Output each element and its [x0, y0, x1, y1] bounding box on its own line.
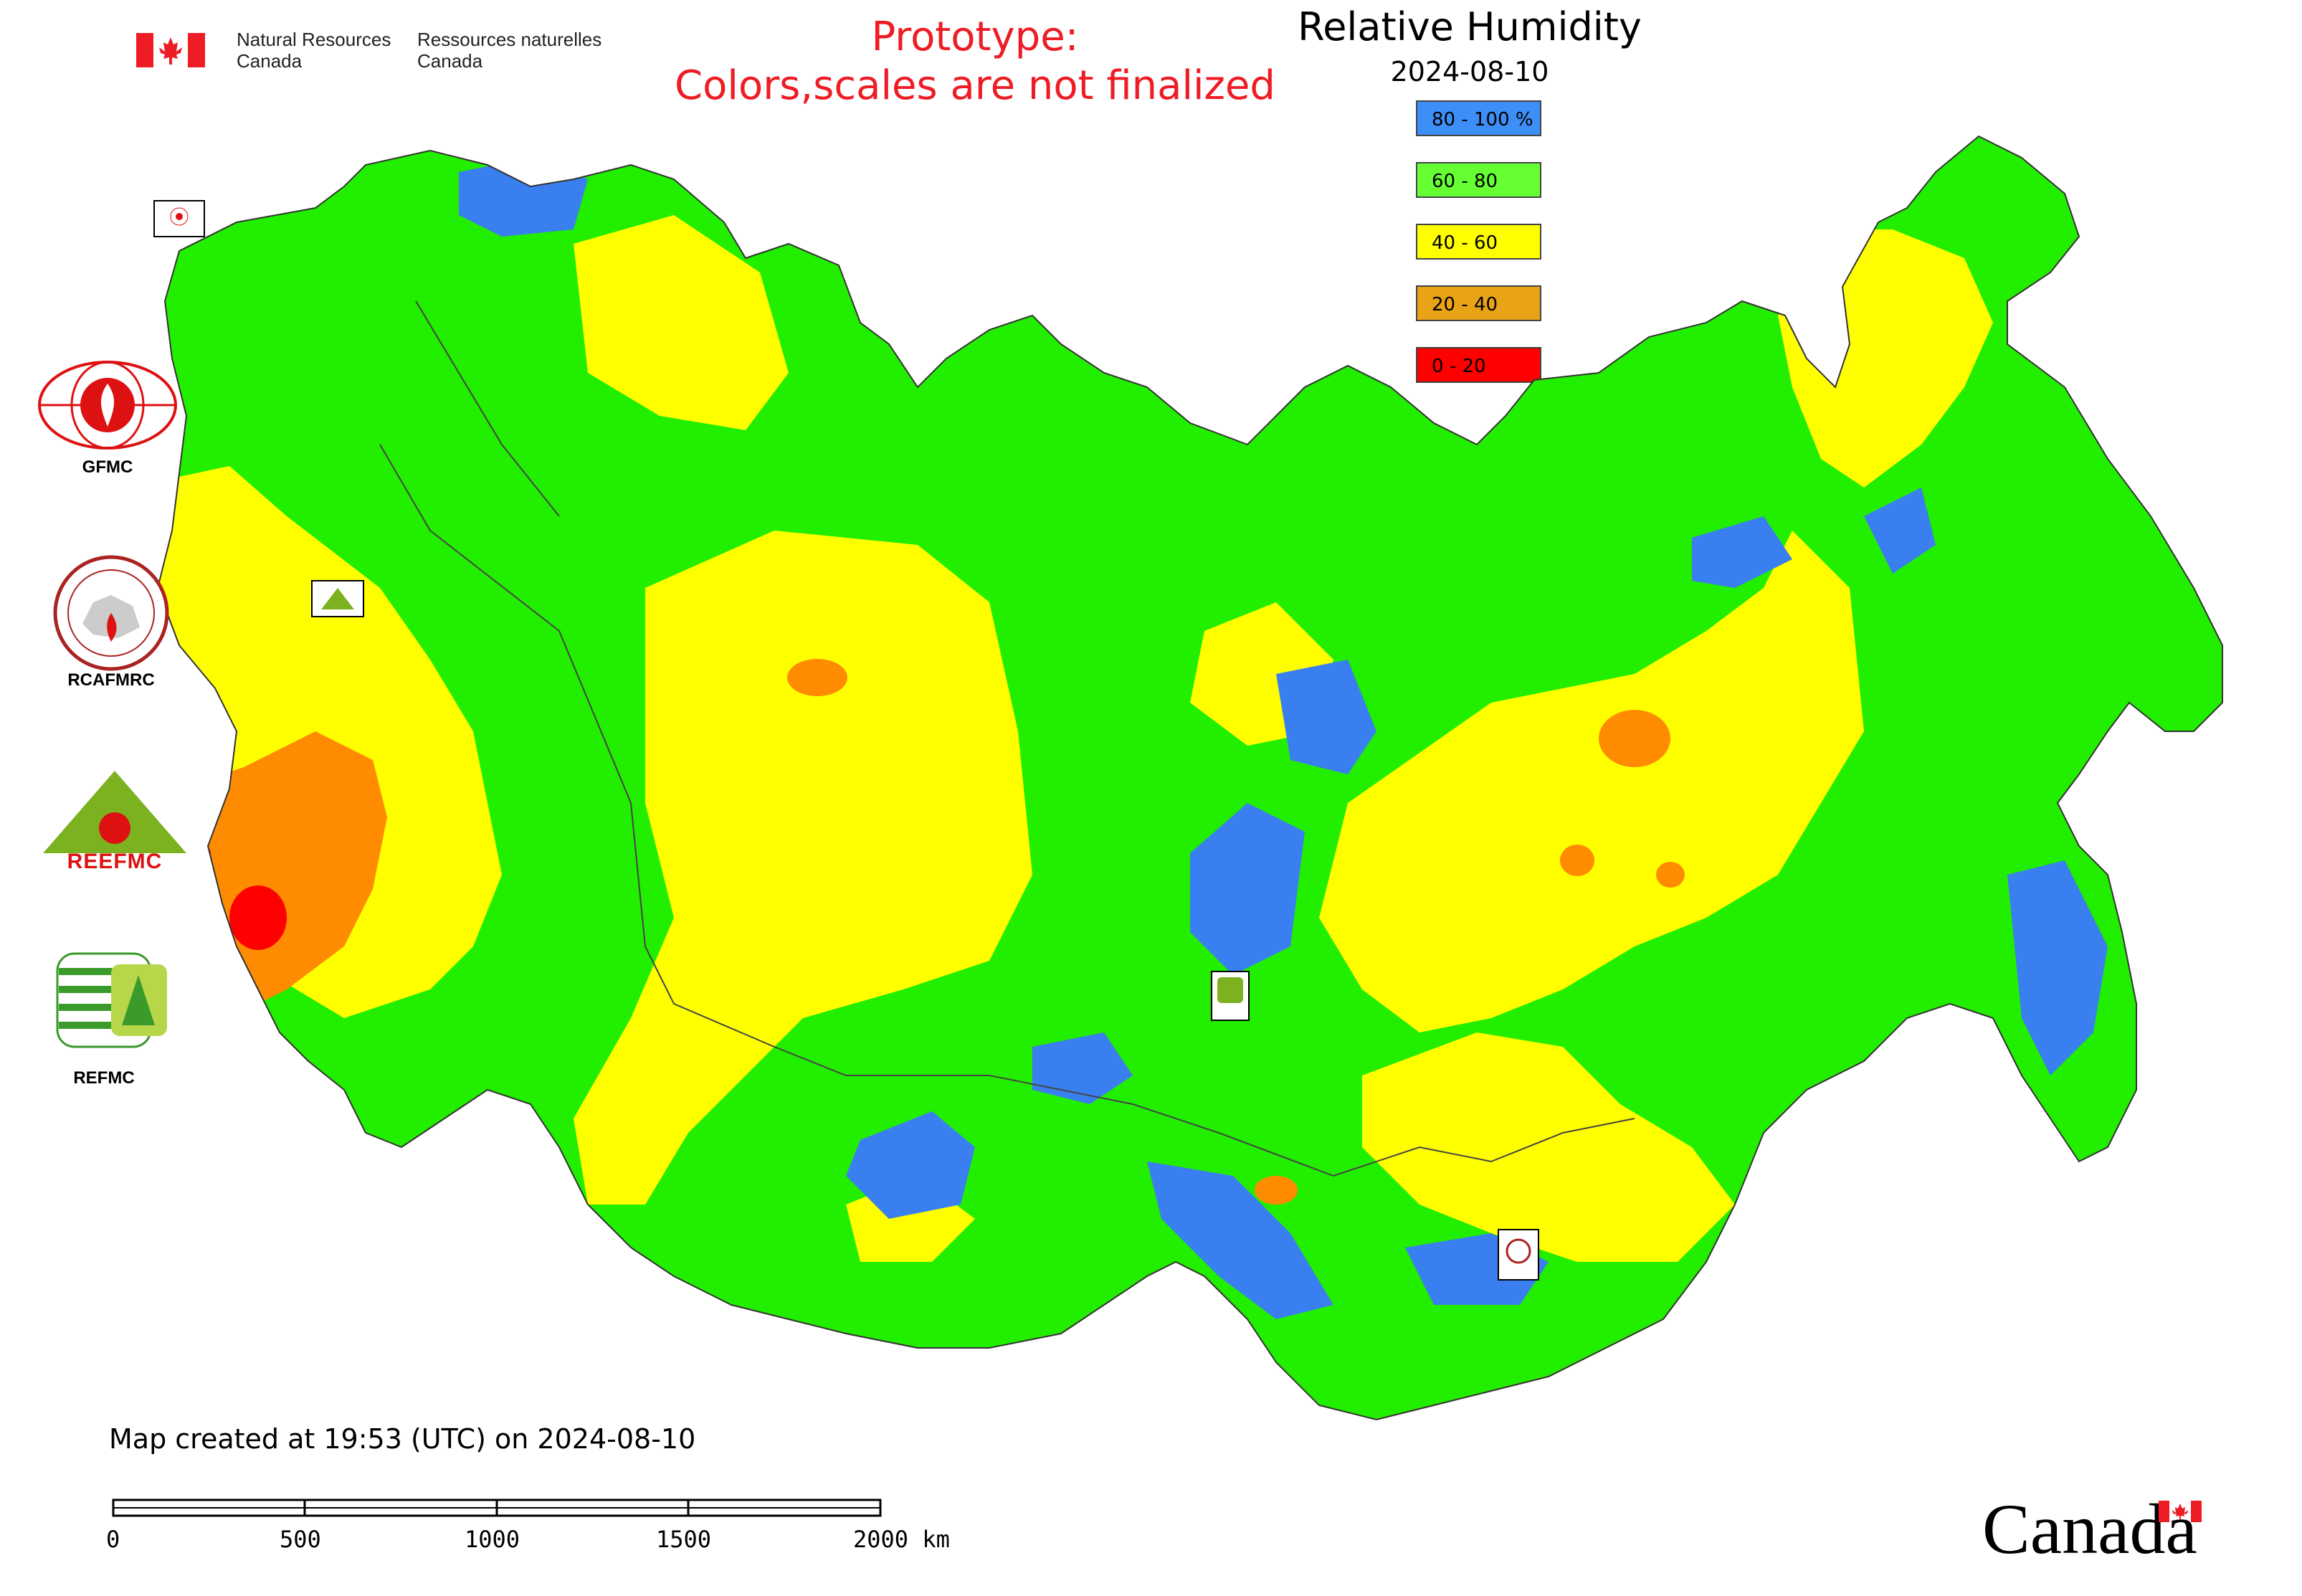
- rcafmrc-marker[interactable]: [1498, 1229, 1539, 1281]
- org-name-fr: Ressources naturelles Canada: [417, 29, 602, 72]
- prototype-notice: Prototype: Colors,scales are not finaliz…: [675, 14, 1275, 109]
- scale-tick-2000: 2000 km: [853, 1526, 950, 1553]
- nrcan-header: Natural Resources Canada Ressources natur…: [136, 29, 695, 72]
- refmc-logo: REFMC: [43, 946, 201, 1097]
- canada-wordmark: Canada: [1982, 1488, 2202, 1570]
- wordmark-flag-icon: [2158, 1501, 2202, 1522]
- map-land: [158, 136, 2222, 1420]
- gfmc-globe-icon: [38, 361, 177, 450]
- map-date: 2024-08-10: [1390, 56, 1549, 87]
- rcafmrc-seal-icon: [53, 555, 169, 671]
- legend-item-80-100: 80 - 100 %: [1416, 100, 1541, 136]
- humidity-map[interactable]: [129, 86, 2273, 1463]
- refmc-marker[interactable]: [1211, 971, 1250, 1021]
- legend-item-60-80: 60 - 80: [1416, 162, 1541, 198]
- reefmc-marker[interactable]: [311, 580, 364, 617]
- legend-item-20-40: 20 - 40: [1416, 285, 1541, 321]
- rcafmrc-logo: RCAFMRC: [50, 552, 194, 695]
- refmc-sigma-icon: [56, 952, 167, 1048]
- scale-tick-1500: 1500: [656, 1526, 712, 1553]
- scale-bar: 0 500 1000 1500 2000 km: [106, 1498, 968, 1556]
- map-title: Relative Humidity: [1298, 4, 1642, 49]
- gfmc-marker[interactable]: [153, 200, 205, 237]
- scale-tick-0: 0: [106, 1526, 120, 1553]
- gfmc-logo: GFMC: [29, 358, 186, 480]
- reefmc-triangle-icon: [43, 771, 186, 853]
- map-created-note: Map created at 19:53 (UTC) on 2024-08-10: [109, 1423, 696, 1455]
- org-name-en: Natural Resources Canada: [237, 29, 391, 72]
- legend-item-40-60: 40 - 60: [1416, 224, 1541, 260]
- reefmc-wordmark: REEFMC: [67, 850, 163, 873]
- reefmc-logo: REEFMC: [36, 767, 201, 875]
- scale-tick-500: 500: [280, 1526, 321, 1553]
- scale-tick-1000: 1000: [465, 1526, 520, 1553]
- legend-item-0-20: 0 - 20: [1416, 347, 1541, 383]
- scale-bar-graphic: [112, 1498, 882, 1517]
- canada-flag-icon: [136, 33, 205, 67]
